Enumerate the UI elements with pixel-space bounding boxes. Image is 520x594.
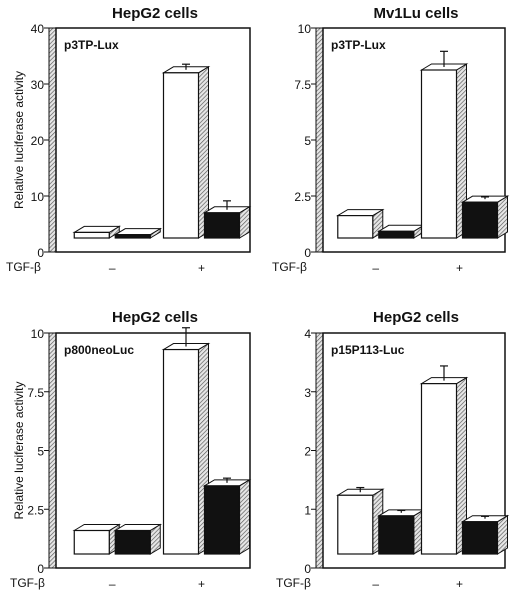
category-label: – [109,577,116,591]
chart-panel-1: HepG2 cells p3TP-Lux 0 10 20 30 40 Relative luc… [6,5,252,275]
y-tick-label: 3 [304,386,311,400]
construct-label: p15P113-Luc [331,343,405,357]
bar-front [73,231,110,239]
bar-black-1 [113,523,163,555]
bar-white-2 [419,50,469,239]
y-tick-label: 20 [31,134,45,148]
x-axis-label: TGF-β [10,576,45,590]
y-tick-label: 2 [304,445,311,459]
y-tick-label: 4 [304,327,311,341]
y-tick-label: 2.5 [294,190,311,204]
construct-label: p3TP-Lux [331,38,386,52]
chart-title: Mv1Lu cells [373,5,458,22]
bar-side [239,478,250,555]
y-axis-label: Relative luciferase activity [12,71,26,209]
bar-black-2 [460,514,510,555]
bar-black-2 [460,195,510,239]
y-tick-label: 7.5 [294,78,311,92]
chart-title: HepG2 cells [112,309,198,326]
category-label: + [456,577,463,591]
bar-black-2 [202,200,252,239]
side-wall [48,27,57,253]
category-label: + [198,261,205,275]
bar-white-2 [419,365,469,555]
y-tick-label: 40 [31,22,45,36]
side-wall [315,332,324,569]
bar-side [497,514,508,555]
y-axis-label: Relative luciferase activity [12,381,26,519]
bar-front [162,348,200,555]
bar-white-1 [335,486,385,555]
category-label: – [372,577,379,591]
y-tick-label: 7.5 [27,386,44,400]
bar-side [497,195,508,239]
chart-panel-3: HepG2 cells p800neoLuc 0 2.5 5 7.5 10 Relative … [10,309,252,591]
bar-white-1 [72,523,122,555]
bar-white-1 [335,208,385,239]
bar-front [461,521,499,555]
y-tick-label: 0 [304,562,311,576]
y-tick-label: 0 [304,246,311,260]
bar-black-1 [113,227,163,239]
side-wall [315,27,324,253]
bar-front [378,230,415,239]
x-axis-label: TGF-β [6,260,41,274]
bar-front [114,234,151,239]
bar-white-2 [161,63,211,239]
bar-front [337,215,374,239]
chart-panel-2: Mv1Lu cells p3TP-Lux 0 2.5 5 7.5 10 TGF-β – + [272,5,510,275]
bar-front [420,69,458,239]
y-tick-label: 0 [37,246,44,260]
chart-title: HepG2 cells [373,309,459,326]
bar-front [378,515,415,555]
bar-front [162,72,200,239]
bar-front [461,201,499,239]
chart-title: HepG2 cells [112,5,198,22]
category-label: – [372,261,379,275]
y-tick-label: 5 [304,134,311,148]
chart-panel-4: HepG2 cells p15P113-Luc 0 1 2 3 4 TGF-β – + [276,309,510,591]
construct-label: p3TP-Lux [64,38,119,52]
side-wall [48,332,57,569]
y-tick-label: 1 [304,503,311,517]
y-tick-label: 10 [31,190,45,204]
bar-front [73,529,110,555]
bar-black-1 [376,224,426,239]
y-tick-label: 0 [37,562,44,576]
bar-front [337,494,374,555]
y-tick-label: 10 [31,327,45,341]
category-label: + [198,577,205,591]
x-axis-label: TGF-β [272,260,307,274]
y-tick-label: 30 [31,78,45,92]
y-tick-label: 10 [298,22,312,36]
bar-front [114,529,151,555]
construct-label: p800neoLuc [64,343,134,357]
category-label: + [456,261,463,275]
x-axis-label: TGF-β [276,576,311,590]
bar-front [203,212,241,239]
y-tick-label: 5 [37,445,44,459]
bar-white-2 [161,327,211,555]
bar-front [203,485,241,555]
bar-black-2 [202,477,252,555]
bar-black-1 [376,508,426,555]
bar-front [420,383,458,555]
y-tick-label: 2.5 [27,503,44,517]
category-label: – [109,261,116,275]
bar-white-1 [72,225,122,239]
